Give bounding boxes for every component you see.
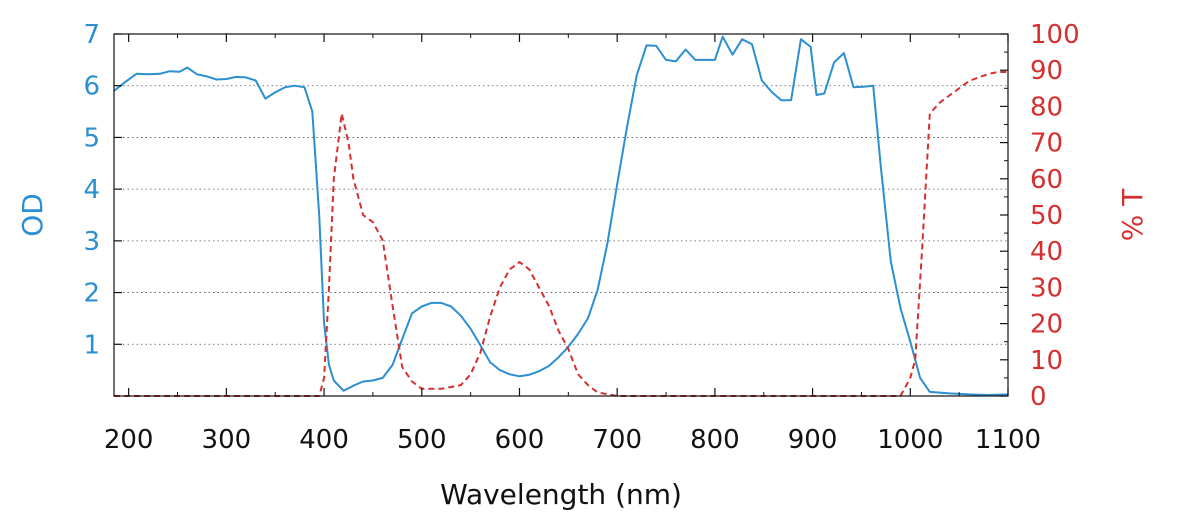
y-left-tick-label: 4 <box>83 175 100 205</box>
od-series-line <box>113 35 1009 396</box>
y-axis-label-right: % T <box>1116 188 1149 242</box>
y-left-tick-label: 6 <box>83 72 100 102</box>
y-left-tick-label: 2 <box>83 279 100 309</box>
y-right-tick-label: 70 <box>1030 129 1063 159</box>
y-left-tick-label: 5 <box>83 123 100 153</box>
x-tick-label: 500 <box>397 425 447 455</box>
y-right-tick-label: 30 <box>1030 273 1063 303</box>
y-right-tick-label: 90 <box>1030 56 1063 86</box>
x-axis-label: Wavelength (nm) <box>440 478 682 511</box>
y-right-tick-label: 60 <box>1030 165 1063 195</box>
x-tick-label: 600 <box>495 425 545 455</box>
series-layer <box>113 35 1009 397</box>
y-right-tick-label: 80 <box>1030 92 1063 122</box>
tick-marks <box>114 33 1009 397</box>
y-right-tick-label: 10 <box>1030 346 1063 376</box>
y-left-tick-label: 1 <box>83 330 100 360</box>
y-right-tick-label: 100 <box>1030 20 1080 50</box>
y-left-tick-label: 3 <box>83 227 100 257</box>
x-tick-label: 400 <box>299 425 349 455</box>
y-left-tick-label: 7 <box>83 20 100 50</box>
x-tick-label: 900 <box>788 425 838 455</box>
x-tick-label: 200 <box>104 425 154 455</box>
x-tick-label: 1000 <box>877 425 943 455</box>
grid-lines <box>114 85 1008 345</box>
y-right-tick-label: 40 <box>1030 237 1063 267</box>
x-tick-label: 1100 <box>975 425 1041 455</box>
x-tick-label: 800 <box>690 425 740 455</box>
y-axis-label-left: OD <box>16 193 49 237</box>
transmission-series-line <box>114 71 1008 397</box>
x-tick-label: 700 <box>592 425 642 455</box>
y-right-tick-label: 0 <box>1030 382 1047 412</box>
x-tick-label: 300 <box>202 425 252 455</box>
y-right-tick-label: 20 <box>1030 310 1063 340</box>
y-right-tick-label: 50 <box>1030 201 1063 231</box>
